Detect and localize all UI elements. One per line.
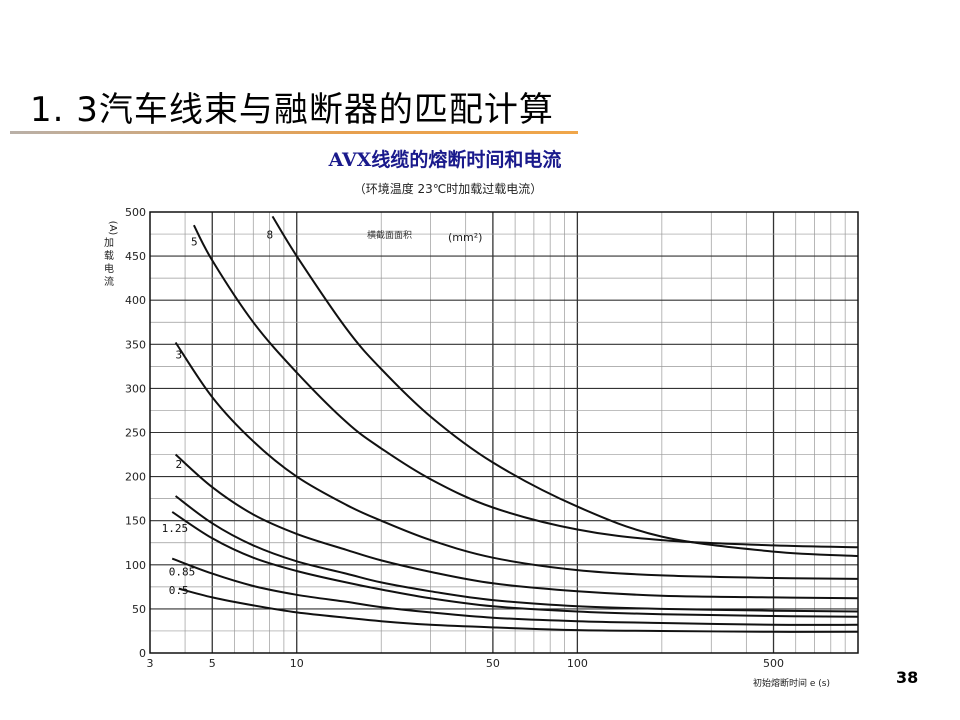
series-label: 8 xyxy=(266,228,273,241)
x-tick-label: 500 xyxy=(763,657,784,670)
x-axis-label: 初始熔断时间 e (s) xyxy=(753,677,830,689)
y-tick-label: 150 xyxy=(125,515,146,528)
y-tick-label: 50 xyxy=(132,603,146,616)
series-label: 0.85 xyxy=(169,565,196,578)
series-line xyxy=(174,341,859,580)
series-label: 2 xyxy=(176,458,183,471)
x-tick-label: 3 xyxy=(147,657,154,670)
series-labels: 0.5 0.85 1.25 2 3 5 8 xyxy=(162,228,273,596)
series-line xyxy=(174,453,859,600)
series-line xyxy=(174,495,859,613)
y-tick-label: 200 xyxy=(125,471,146,484)
series-line xyxy=(178,587,859,633)
y-tick-label: 400 xyxy=(125,294,146,307)
y-tick-label: 100 xyxy=(125,559,146,572)
series-label: 3 xyxy=(176,348,183,361)
series-label: 5 xyxy=(191,236,198,249)
series-label: 1.25 xyxy=(162,522,189,535)
y-axis-unit: (A) xyxy=(107,221,118,236)
plot-frame xyxy=(149,211,859,654)
x-tick-label: 10 xyxy=(290,657,304,670)
x-tick-label: 100 xyxy=(567,657,588,670)
chart-subtitle: （环境温度 23℃时加载过载电流） xyxy=(354,181,543,196)
y-axis-label: 加载电流 xyxy=(104,237,114,288)
page-number: 38 xyxy=(896,668,919,687)
legend-unit: (mm²) xyxy=(448,231,482,244)
y-tick-label: 450 xyxy=(125,250,146,263)
y-tick-label: 250 xyxy=(125,427,146,440)
series-line xyxy=(171,511,859,618)
chart-title: AVX线缆的熔断时间和电流 xyxy=(328,148,562,171)
y-tick-label: 350 xyxy=(125,338,146,351)
x-tick-label: 5 xyxy=(209,657,216,670)
series-lines xyxy=(171,215,859,633)
y-tick-label: 0 xyxy=(139,647,146,660)
y-tick-label: 500 xyxy=(125,206,146,219)
grid-lines xyxy=(150,212,858,653)
axis-ticks: 0 50 100 150 200 250 300 350 400 450 500 3 5 10 50 100 5… xyxy=(125,206,784,670)
legend-title: 横截面面积 xyxy=(367,229,412,241)
series-label: 0.5 xyxy=(169,584,189,597)
slide-title: 1. 3汽车线束与融断器的匹配计算 xyxy=(30,90,554,130)
y-tick-label: 300 xyxy=(125,382,146,395)
x-tick-label: 50 xyxy=(486,657,500,670)
series-line xyxy=(171,557,859,626)
series-line xyxy=(271,215,859,557)
title-underline xyxy=(10,131,578,134)
